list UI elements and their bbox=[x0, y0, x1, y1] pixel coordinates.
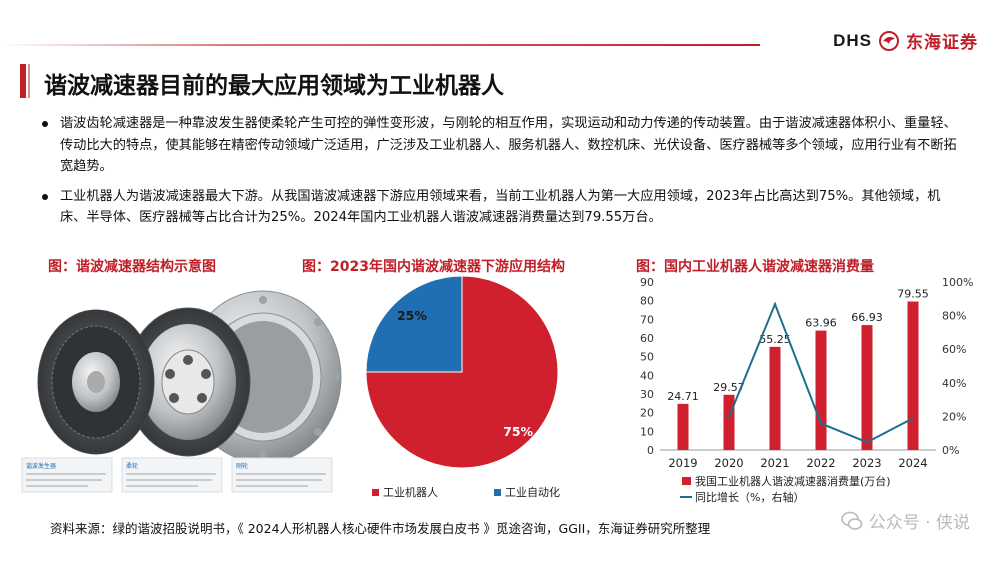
x-tick-label: 2021 bbox=[760, 456, 789, 470]
bar-data-label: 29.57 bbox=[713, 381, 745, 394]
growth-rate-point bbox=[819, 422, 823, 425]
x-tick-label: 2024 bbox=[898, 456, 927, 470]
y-tick-label: 60 bbox=[640, 332, 654, 345]
y-tick-label: 0 bbox=[647, 444, 654, 457]
company-logo: DHS 东海证券 bbox=[833, 28, 978, 53]
x-tick-label: 2022 bbox=[806, 456, 835, 470]
watermark-text: 公众号 · 侠说 bbox=[868, 513, 970, 533]
pie-data-label: 25% bbox=[397, 308, 427, 323]
bar-2021 bbox=[769, 346, 781, 450]
y-tick-label: 10 bbox=[640, 425, 654, 438]
bullet-text: 工业机器人为谐波减速器最大下游。从我国谐波减速器下游应用领域来看，当前工业机器人… bbox=[60, 188, 941, 226]
bullet-dot-icon bbox=[42, 193, 48, 200]
dragon-logo-icon bbox=[879, 30, 899, 51]
x-tick-label: 2019 bbox=[668, 456, 697, 470]
bar-2020 bbox=[723, 394, 735, 450]
pie-legend-label: 工业自动化 bbox=[505, 485, 560, 499]
x-tick-label: 2020 bbox=[714, 456, 743, 470]
pie-legend-label: 工业机器人 bbox=[383, 485, 438, 499]
header-rule bbox=[0, 44, 760, 46]
bullet-item: 工业机器人为谐波减速器最大下游。从我国谐波减速器下游应用领域来看，当前工业机器人… bbox=[42, 186, 962, 229]
y-tick-label: 20 bbox=[640, 407, 654, 420]
harmonic-reducer-illustration: 谐波发生器 柔轮 刚轮 bbox=[21, 290, 342, 493]
bullet-list: 谐波齿轮减速器是一种靠波发生器使柔轮产生可控的弹性变形波，与刚轮的相互作用，实现… bbox=[42, 113, 962, 237]
logo-latin-text: DHS bbox=[833, 30, 872, 50]
bullet-text: 谐波齿轮减速器是一种靠波发生器使柔轮产生可控的弹性变形波，与刚轮的相互作用，实现… bbox=[60, 116, 957, 174]
bar-data-label: 24.71 bbox=[667, 390, 699, 403]
bar-2022 bbox=[815, 330, 827, 450]
bar-data-label: 63.96 bbox=[805, 317, 837, 330]
bar-data-label: 66.93 bbox=[851, 311, 883, 324]
y2-tick-label: 0% bbox=[942, 444, 959, 457]
figure3-title: 图：国内工业机器人谐波减速器消费量 bbox=[636, 259, 874, 275]
line-legend-label: 同比增长（%，右轴） bbox=[695, 490, 804, 504]
consumption-bar-line-chart: 0 10 20 30 40 50 60 70 80 90 0% 20% 40% 60% 80% 100% 2… bbox=[640, 276, 973, 504]
page-title: 谐波减速器目前的最大应用领域为工业机器人 bbox=[44, 73, 504, 99]
y2-tick-label: 80% bbox=[942, 310, 966, 323]
pie-data-label: 75% bbox=[503, 424, 533, 439]
application-structure-pie-chart: 75% 25% 工业机器人 工业自动化 bbox=[365, 275, 560, 499]
bullet-dot-icon bbox=[42, 121, 48, 127]
pie-legend-swatch bbox=[494, 489, 501, 496]
pie-slice-0 bbox=[365, 275, 559, 469]
y-tick-label: 90 bbox=[640, 276, 654, 289]
bar-data-label: 55.25 bbox=[759, 333, 791, 346]
flexspline-caption: 柔轮 bbox=[126, 462, 138, 470]
y2-tick-label: 60% bbox=[942, 343, 966, 356]
bullet-item: 谐波齿轮减速器是一种靠波发生器使柔轮产生可控的弹性变形波，与刚轮的相互作用，实现… bbox=[42, 113, 962, 178]
title-accent-bar bbox=[20, 64, 26, 98]
pie-legend-swatch bbox=[372, 489, 379, 496]
wave-generator-caption: 谐波发生器 bbox=[26, 462, 56, 470]
pie-slice-1 bbox=[365, 275, 463, 373]
watermark: 公众号 · 侠说 bbox=[840, 508, 970, 533]
bar-data-label: 79.55 bbox=[897, 288, 929, 301]
y-tick-label: 70 bbox=[640, 313, 654, 326]
bar-legend-swatch bbox=[682, 477, 691, 485]
y2-tick-label: 100% bbox=[942, 276, 973, 289]
bar-legend-label: 我国工业机器人谐波减速器消费量(万台) bbox=[695, 474, 891, 488]
growth-rate-point bbox=[865, 441, 869, 444]
title-accent-line bbox=[28, 64, 30, 98]
source-note: 资料来源：绿的谐波招股说明书，《 2024人形机器人核心硬件市场发展白皮书 》觅… bbox=[50, 521, 711, 536]
y-tick-label: 80 bbox=[640, 295, 654, 308]
y2-tick-label: 40% bbox=[942, 377, 966, 390]
bar-2023 bbox=[861, 325, 873, 450]
bar-2024 bbox=[907, 301, 919, 450]
y-tick-label: 30 bbox=[640, 388, 654, 401]
growth-rate-point bbox=[727, 415, 731, 419]
wechat-icon bbox=[840, 511, 863, 530]
y-tick-label: 40 bbox=[640, 369, 654, 382]
circular-spline-caption: 刚轮 bbox=[236, 462, 248, 470]
logo-chinese-text: 东海证券 bbox=[906, 33, 978, 53]
growth-rate-point bbox=[773, 302, 777, 306]
x-tick-label: 2023 bbox=[852, 456, 881, 470]
y-tick-label: 50 bbox=[640, 351, 654, 364]
figure1-title: 图：谐波减速器结构示意图 bbox=[48, 259, 216, 275]
figure2-title: 图：2023年国内谐波减速器下游应用结构 bbox=[302, 259, 565, 275]
y2-tick-label: 20% bbox=[942, 410, 966, 423]
growth-rate-point bbox=[911, 417, 915, 420]
bar-2019 bbox=[677, 403, 689, 450]
